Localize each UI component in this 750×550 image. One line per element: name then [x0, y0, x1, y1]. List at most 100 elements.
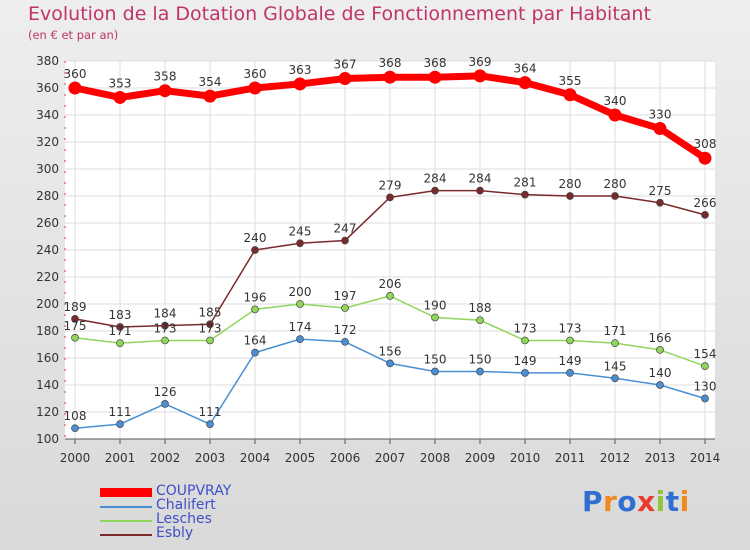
data-label: 150	[424, 353, 447, 367]
data-label: 266	[694, 196, 717, 210]
data-label: 173	[514, 321, 537, 335]
data-point	[206, 320, 214, 329]
data-label: 164	[244, 334, 267, 348]
data-point	[116, 420, 124, 428]
data-label: 364	[514, 62, 537, 76]
data-label: 149	[514, 354, 537, 368]
y-tick-label: 140	[36, 378, 59, 392]
data-point	[566, 192, 574, 200]
data-label: 340	[604, 94, 627, 108]
line-chart: 100 120 140 160 180 200 220 240 260 280 300 320 340 3…	[36, 54, 720, 465]
x-tick-label: 2000	[60, 451, 91, 465]
logo-letter: t	[665, 485, 680, 518]
data-point	[161, 321, 169, 330]
data-label: 172	[334, 323, 357, 337]
y-tick-label: 240	[36, 243, 59, 257]
data-point	[701, 394, 709, 403]
data-point	[296, 239, 304, 248]
data-label: 240	[244, 231, 267, 245]
data-point	[563, 88, 577, 102]
x-tick-label: 2010	[510, 451, 541, 465]
data-label: 173	[559, 321, 582, 335]
data-point	[611, 192, 619, 200]
data-label: 284	[469, 172, 492, 186]
data-label: 174	[289, 320, 312, 334]
y-tick-label: 280	[36, 189, 59, 203]
data-point	[161, 400, 169, 408]
data-label: 197	[334, 289, 357, 303]
data-point	[338, 72, 352, 86]
chart-subtitle: (en € et par an)	[28, 28, 119, 42]
legend-label: COUPVRAY	[156, 483, 232, 499]
data-label: 184	[154, 307, 177, 321]
data-point	[611, 339, 619, 347]
data-point	[113, 90, 127, 104]
data-point	[698, 151, 712, 165]
y-tick-label: 340	[36, 108, 59, 122]
data-label: 280	[604, 177, 627, 191]
data-point	[206, 336, 214, 345]
data-point	[251, 305, 259, 314]
data-label: 188	[469, 301, 492, 315]
x-tick-label: 2004	[240, 451, 271, 465]
y-tick-label: 320	[36, 135, 59, 149]
data-point	[158, 84, 172, 98]
data-point	[611, 374, 619, 383]
data-label: 156	[379, 344, 402, 358]
data-label: 247	[334, 222, 357, 236]
x-tick-label: 2001	[105, 451, 136, 465]
data-label: 171	[604, 324, 627, 338]
data-label: 284	[424, 172, 447, 186]
data-label: 111	[199, 405, 222, 419]
logo-letter: x	[637, 485, 656, 518]
data-label: 189	[64, 300, 87, 314]
x-tick-label: 2007	[375, 451, 406, 465]
data-label: 275	[649, 184, 672, 198]
legend-label: Chalifert	[156, 497, 216, 513]
x-tick-label: 2006	[330, 451, 361, 465]
data-point	[116, 339, 124, 347]
data-point	[71, 315, 79, 323]
data-point	[68, 81, 82, 95]
data-point	[701, 211, 709, 219]
data-label: 173	[199, 321, 222, 335]
data-label: 166	[649, 331, 672, 345]
chart-title: Evolution de la Dotation Globale de Fonc…	[28, 3, 651, 25]
data-label: 196	[244, 290, 267, 304]
data-point	[296, 335, 304, 343]
data-point	[386, 359, 394, 368]
data-label: 154	[694, 347, 717, 361]
data-label: 368	[424, 56, 447, 70]
logo-letter: o	[617, 485, 638, 518]
data-point	[521, 336, 529, 345]
data-label: 363	[289, 63, 312, 77]
data-point	[248, 81, 262, 95]
data-label: 330	[649, 108, 672, 122]
data-label: 126	[154, 385, 177, 399]
legend-swatch	[100, 520, 152, 522]
data-point	[341, 236, 349, 245]
data-point	[656, 346, 664, 354]
data-point	[341, 337, 349, 346]
data-label: 369	[469, 55, 492, 69]
legend-label: Esbly	[156, 525, 194, 541]
data-point	[521, 369, 529, 377]
data-point	[566, 369, 574, 377]
x-tick-label: 2012	[600, 451, 631, 465]
data-point	[161, 336, 169, 345]
y-tick-label: 160	[36, 351, 59, 365]
data-point	[476, 316, 484, 325]
proxiti-logo: Proxiti	[582, 485, 690, 518]
y-tick-label: 200	[36, 297, 59, 311]
data-label: 108	[64, 409, 87, 423]
data-point	[653, 122, 667, 135]
data-point	[431, 367, 439, 376]
data-point	[341, 304, 349, 312]
y-tick-label: 180	[36, 324, 59, 338]
data-label: 111	[109, 405, 132, 419]
data-point	[608, 108, 622, 122]
logo-letter: i	[655, 485, 666, 518]
x-tick-label: 2003	[195, 451, 226, 465]
data-label: 245	[289, 224, 312, 238]
y-tick-label: 100	[36, 432, 59, 446]
